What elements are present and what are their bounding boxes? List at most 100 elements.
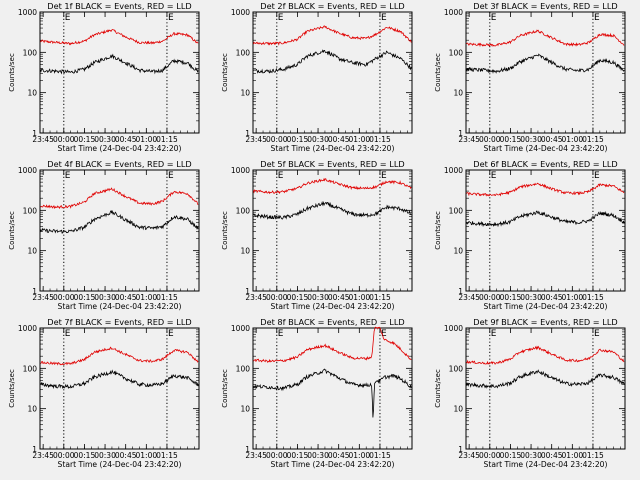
x-tick-label: 01:00 [562, 135, 584, 144]
x-axis-label: Start Time (24-Dec-04 23:42:20) [58, 302, 182, 311]
events-series-line [40, 53, 199, 75]
chart-title: Det 1f BLACK = Events, RED = LLD [47, 1, 191, 11]
x-tick-label: 00:00 [479, 135, 501, 144]
x-tick-label: 01:00 [562, 451, 584, 460]
x-tick-label: 00:00 [266, 293, 288, 302]
x-tick-label: 00:15 [287, 135, 309, 144]
x-tick-label: 01:15 [156, 451, 178, 460]
chart-panel-7: Det 7f BLACK = Events, RED = LLD Counts/s… [8, 317, 200, 469]
lld-series-line [466, 345, 625, 365]
y-tick-label: 1 [245, 287, 250, 296]
x-tick-label: 00:00 [266, 451, 288, 460]
y-tick-label: 100 [449, 206, 464, 215]
plot-frame [465, 327, 626, 450]
x-tick-label: 00:15 [74, 135, 96, 144]
y-tick-label: 100 [236, 206, 251, 215]
x-tick-label: 00:45 [115, 293, 137, 302]
y-tick-label: 1 [245, 129, 250, 138]
x-tick-label: 01:00 [136, 451, 158, 460]
x-tick-label: 00:30 [94, 135, 116, 144]
chart-panel-9: Det 9f BLACK = Events, RED = LLD Counts/s… [434, 317, 626, 469]
x-tick-label: 23:45 [458, 135, 480, 144]
x-tick-label: 00:00 [53, 135, 75, 144]
y-tick-label: 10 [453, 405, 463, 414]
events-series-line [466, 369, 625, 389]
lld-series-line [40, 346, 199, 366]
plot-frame [252, 327, 413, 450]
x-tick-label: 01:15 [369, 135, 391, 144]
y-tick-label: 10 [27, 89, 37, 98]
y-tick-label: 100 [23, 364, 38, 373]
event-marker-label: E [65, 329, 71, 339]
chart-panel-2: Det 2f BLACK = Events, RED = LLD Counts/s… [221, 1, 413, 153]
x-axis-label: Start Time (24-Dec-04 23:42:20) [271, 144, 395, 153]
event-marker-label: E [168, 171, 174, 181]
y-tick-label: 10 [240, 89, 250, 98]
x-tick-label: 00:45 [541, 135, 563, 144]
y-tick-label: 1 [32, 445, 37, 454]
y-tick-label: 1000 [18, 166, 37, 175]
x-tick-label: 00:45 [328, 293, 350, 302]
y-tick-label: 1 [458, 129, 463, 138]
y-axis-label: Counts/sec [8, 369, 16, 408]
event-marker-label: E [381, 13, 387, 23]
x-tick-label: 00:15 [500, 451, 522, 460]
y-tick-label: 1 [32, 287, 37, 296]
y-tick-label: 10 [453, 89, 463, 98]
plot-frame [465, 169, 626, 292]
x-tick-label: 00:45 [115, 135, 137, 144]
x-tick-label: 00:45 [328, 135, 350, 144]
plot-frame [39, 11, 200, 134]
event-marker-label: E [594, 329, 600, 339]
x-tick-label: 00:30 [94, 451, 116, 460]
x-tick-label: 01:15 [582, 451, 604, 460]
y-tick-label: 10 [453, 247, 463, 256]
x-tick-label: 23:45 [32, 451, 54, 460]
x-tick-label: 00:45 [328, 451, 350, 460]
events-series-line [40, 369, 199, 390]
x-tick-label: 01:00 [349, 293, 371, 302]
x-tick-label: 23:45 [458, 293, 480, 302]
x-tick-label: 00:30 [520, 135, 542, 144]
x-tick-label: 00:45 [541, 451, 563, 460]
x-tick-label: 00:15 [287, 451, 309, 460]
x-tick-label: 01:00 [562, 293, 584, 302]
x-tick-label: 01:15 [369, 451, 391, 460]
chart-title: Det 3f BLACK = Events, RED = LLD [473, 1, 617, 11]
x-tick-label: 00:15 [500, 293, 522, 302]
lld-series-line [466, 29, 625, 48]
chart-panel-5: Det 5f BLACK = Events, RED = LLD Counts/s… [221, 159, 413, 311]
x-axis-label: Start Time (24-Dec-04 23:42:20) [484, 460, 608, 469]
x-tick-label: 00:45 [541, 293, 563, 302]
y-tick-label: 10 [240, 405, 250, 414]
x-tick-label: 00:30 [307, 135, 329, 144]
x-tick-label: 01:15 [582, 293, 604, 302]
y-tick-label: 100 [23, 206, 38, 215]
y-axis-label: Counts/sec [8, 211, 16, 250]
x-axis-label: Start Time (24-Dec-04 23:42:20) [484, 144, 608, 153]
x-tick-label: 23:45 [32, 293, 54, 302]
x-axis-label: Start Time (24-Dec-04 23:42:20) [271, 302, 395, 311]
x-tick-label: 01:15 [369, 293, 391, 302]
event-marker-label: E [168, 329, 174, 339]
x-tick-label: 00:15 [74, 451, 96, 460]
event-marker-label: E [278, 13, 284, 23]
y-tick-label: 1000 [444, 8, 463, 17]
x-tick-label: 00:00 [479, 293, 501, 302]
y-tick-label: 1 [458, 287, 463, 296]
plot-frame [39, 169, 200, 292]
event-marker-label: E [168, 13, 174, 23]
y-tick-label: 100 [236, 364, 251, 373]
x-tick-label: 00:15 [287, 293, 309, 302]
x-axis-label: Start Time (24-Dec-04 23:42:20) [58, 144, 182, 153]
x-tick-label: 00:15 [500, 135, 522, 144]
y-axis-label: Counts/sec [221, 53, 229, 92]
y-tick-label: 1000 [231, 166, 250, 175]
y-tick-label: 1000 [18, 8, 37, 17]
y-tick-label: 1000 [18, 324, 37, 333]
x-tick-label: 01:15 [156, 135, 178, 144]
y-tick-label: 1000 [231, 8, 250, 17]
x-tick-label: 00:30 [307, 451, 329, 460]
plot-frame [465, 11, 626, 134]
chart-panel-3: Det 3f BLACK = Events, RED = LLD Counts/s… [434, 1, 626, 153]
